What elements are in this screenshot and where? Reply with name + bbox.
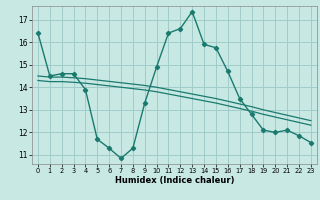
- X-axis label: Humidex (Indice chaleur): Humidex (Indice chaleur): [115, 176, 234, 185]
